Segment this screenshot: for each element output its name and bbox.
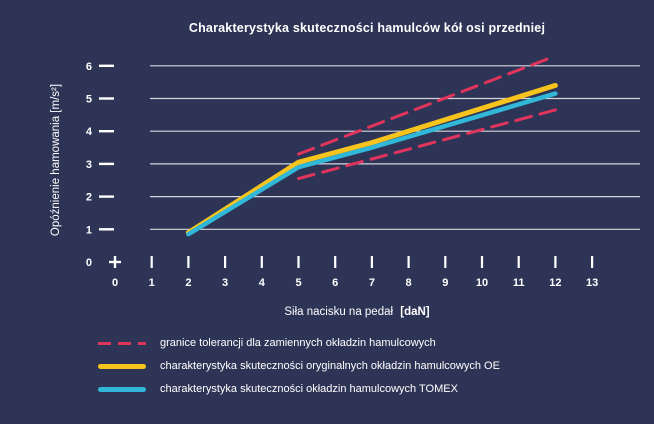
legend-label-tolerance: granice tolerancji dla zamiennych okładz…	[160, 337, 436, 349]
y-tick-label: 0	[86, 257, 92, 269]
legend: granice tolerancji dla zamiennych okładz…	[98, 336, 644, 397]
x-tick-label: 4	[259, 277, 266, 289]
series-oe-linings	[185, 82, 558, 236]
x-tick-label: 13	[586, 277, 598, 289]
x-tick-label: 9	[442, 277, 448, 289]
y-tick-label: 1	[86, 224, 92, 236]
legend-item-oe: charakterystyka skuteczności oryginalnyc…	[98, 359, 644, 374]
solid-line-swatch-icon	[98, 387, 146, 392]
x-axis-label-unit: [daN]	[400, 306, 430, 318]
dashed-line-swatch-icon	[98, 342, 146, 345]
series-tomex-linings	[186, 91, 558, 237]
x-tick-label: 2	[185, 277, 191, 289]
x-tick-label: 6	[332, 277, 338, 289]
series-tolerance-upper	[297, 54, 557, 156]
x-tick-label: 11	[513, 277, 525, 289]
x-axis-label: Siła nacisku na pedał [daN]	[80, 306, 634, 318]
x-tick-label: 1	[149, 277, 155, 289]
y-tick-label: 3	[86, 159, 92, 171]
x-tick-label: 7	[369, 277, 375, 289]
x-tick-label: 10	[476, 277, 488, 289]
x-tick-label: 0	[112, 277, 118, 289]
x-tick-label: 3	[222, 277, 228, 289]
y-tick-label: 6	[86, 61, 92, 73]
x-tick-label: 12	[549, 277, 561, 289]
x-tick-label: 8	[406, 277, 412, 289]
legend-item-tolerance: granice tolerancji dla zamiennych okładz…	[98, 336, 644, 351]
x-axis-label-text: Siła nacisku na pedał	[284, 306, 394, 318]
legend-item-tomex: charakterystyka skuteczności okładzin ha…	[98, 382, 644, 397]
legend-label-oe: charakterystyka skuteczności oryginalnyc…	[160, 360, 500, 372]
legend-label-tomex: charakterystyka skuteczności okładzin ha…	[160, 383, 458, 395]
series-tolerance-lower	[297, 108, 557, 181]
solid-line-swatch-icon	[98, 364, 146, 369]
y-tick-label: 2	[86, 192, 92, 204]
x-tick-label: 5	[295, 277, 301, 289]
chart-title: Charakterystyka skuteczności hamulców kó…	[188, 21, 546, 35]
y-tick-label: 4	[86, 126, 93, 138]
y-tick-label: 5	[86, 94, 92, 106]
